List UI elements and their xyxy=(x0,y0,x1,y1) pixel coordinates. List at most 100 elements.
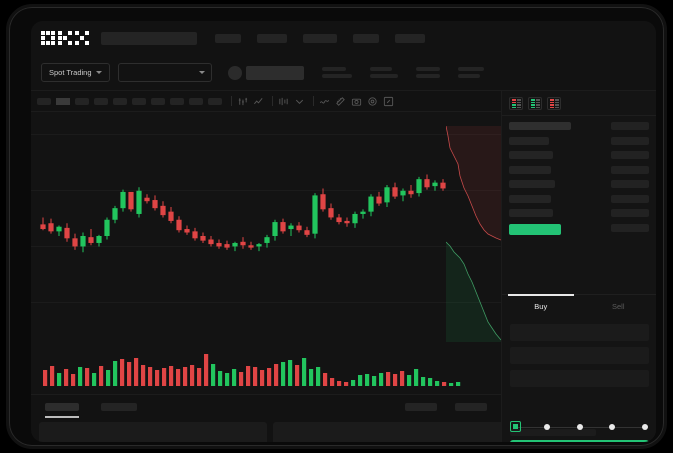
price-field[interactable] xyxy=(510,347,649,364)
volume-bar xyxy=(337,381,342,386)
chevron-down-icon[interactable] xyxy=(293,95,306,108)
percent-slider[interactable] xyxy=(510,421,649,433)
orders-action-1[interactable] xyxy=(405,402,437,411)
orderbook-row[interactable] xyxy=(509,151,649,159)
timeframe-chip-10[interactable] xyxy=(208,97,222,105)
nav-item-1[interactable] xyxy=(215,33,241,43)
market-type-selector[interactable]: Spot Trading xyxy=(41,63,110,82)
order-type-field[interactable] xyxy=(510,324,649,341)
volume-bar xyxy=(393,374,398,386)
orderbook-size xyxy=(611,136,649,145)
timeframe-chip-4[interactable] xyxy=(94,97,108,105)
timeframe-chip-7[interactable] xyxy=(151,97,165,105)
volume-bar xyxy=(351,380,356,386)
volume-bar xyxy=(43,370,48,386)
chart-toolbar xyxy=(31,91,501,112)
volume-histogram xyxy=(31,342,501,394)
ask-depth-line xyxy=(446,126,501,241)
line-chart-icon[interactable] xyxy=(252,95,265,108)
nav-item-4[interactable] xyxy=(353,33,379,43)
volume-bar xyxy=(85,368,90,386)
timeframe-chip-1[interactable] xyxy=(37,97,51,105)
trend-line-icon[interactable] xyxy=(318,95,331,108)
timeframe-chip-3[interactable] xyxy=(75,97,89,105)
ob-mode-bids[interactable] xyxy=(528,97,542,110)
timeframe-chip-2[interactable] xyxy=(56,97,70,105)
orderbook-row[interactable] xyxy=(509,223,649,235)
volume-bar xyxy=(211,364,216,386)
orderbook-price xyxy=(509,136,549,145)
fullscreen-icon[interactable] xyxy=(382,95,395,108)
okx-logo-glyph xyxy=(75,31,89,45)
volume-bar xyxy=(400,371,405,386)
orderbook-row[interactable] xyxy=(509,209,649,217)
timeframe-chip-9[interactable] xyxy=(189,97,203,105)
okx-logo[interactable] xyxy=(41,31,89,45)
trading-pair-selector[interactable] xyxy=(117,63,212,82)
nav-item-2[interactable] xyxy=(257,33,287,43)
indicators-icon[interactable] xyxy=(277,95,290,108)
tab-sell[interactable]: Sell xyxy=(611,302,625,311)
search-input[interactable] xyxy=(101,31,197,45)
volume-series xyxy=(43,354,461,386)
tab-buy[interactable]: Buy xyxy=(502,294,580,318)
orders-action-2[interactable] xyxy=(455,402,487,411)
chevron-down-icon xyxy=(95,71,102,74)
candle xyxy=(360,209,366,219)
volume-bar xyxy=(414,369,419,386)
orderbook-row[interactable] xyxy=(509,122,649,130)
orders-tab-bar xyxy=(31,394,501,418)
orderbook-row[interactable] xyxy=(509,165,649,174)
submit-order-button[interactable] xyxy=(510,440,649,442)
toolbar-divider xyxy=(313,96,314,106)
ob-mode-asks[interactable] xyxy=(547,97,561,110)
candle xyxy=(136,187,142,218)
volume-bar xyxy=(323,373,328,386)
volume-bar xyxy=(253,367,258,386)
volume-bar xyxy=(456,382,461,386)
slider-handle[interactable] xyxy=(510,421,521,432)
camera-icon[interactable] xyxy=(350,95,363,108)
orderbook-row[interactable] xyxy=(509,136,649,145)
slider-marker-50[interactable] xyxy=(576,423,583,430)
candle xyxy=(416,176,422,197)
nav-item-5[interactable] xyxy=(395,33,425,43)
ask-depth-area xyxy=(446,126,501,240)
volume-bar xyxy=(358,375,363,386)
slider-marker-75[interactable] xyxy=(609,423,616,430)
slider-marker-100[interactable] xyxy=(642,423,648,430)
app-screen: Spot Trading xyxy=(31,21,656,442)
candle xyxy=(256,242,262,252)
orders-tab-2[interactable] xyxy=(101,402,137,411)
volume-bar xyxy=(155,370,160,386)
bottom-panel-left[interactable] xyxy=(39,422,267,442)
slider-marker-25[interactable] xyxy=(543,423,550,430)
orderbook-price xyxy=(509,180,555,188)
volume-bar xyxy=(330,378,335,386)
candle xyxy=(192,227,198,241)
price-chart[interactable] xyxy=(31,112,501,342)
volume-bar xyxy=(288,360,293,386)
orderbook-row[interactable] xyxy=(509,194,649,203)
candle xyxy=(40,217,46,231)
candle xyxy=(288,223,294,236)
settings-gear-icon[interactable] xyxy=(366,95,379,108)
candlestick-chart-icon[interactable] xyxy=(236,95,249,108)
orderbook-row[interactable] xyxy=(509,180,649,188)
orderbook-size xyxy=(611,151,649,159)
amount-field[interactable] xyxy=(510,370,649,387)
volume-bar xyxy=(421,377,426,386)
candle xyxy=(64,223,70,242)
nav-item-3[interactable] xyxy=(303,33,337,43)
orders-tab-1[interactable] xyxy=(45,402,79,418)
toolbar-divider xyxy=(231,96,232,106)
ruler-icon[interactable] xyxy=(334,95,347,108)
timeframe-chip-5[interactable] xyxy=(113,97,127,105)
timeframe-group xyxy=(37,97,227,105)
timeframe-chip-6[interactable] xyxy=(132,97,146,105)
timeframe-chip-8[interactable] xyxy=(170,97,184,105)
volume-bar xyxy=(190,365,195,386)
volume-bar xyxy=(57,373,62,386)
market-sub-header: Spot Trading xyxy=(31,55,656,91)
ob-mode-both[interactable] xyxy=(509,97,523,110)
